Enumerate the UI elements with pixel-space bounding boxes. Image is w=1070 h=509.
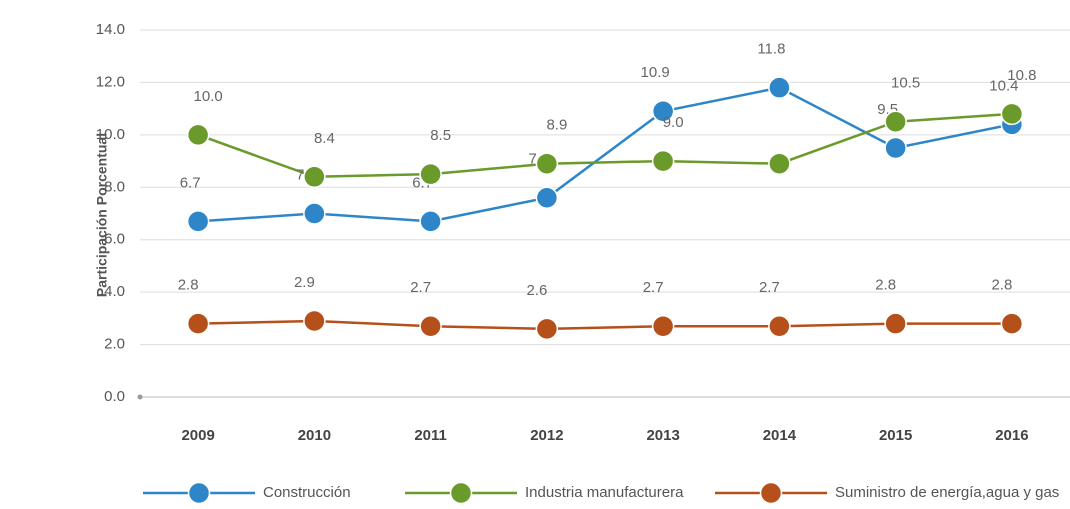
data-label: 2.7 <box>759 279 780 296</box>
data-point <box>535 186 559 210</box>
legend-marker <box>449 481 473 505</box>
x-tick-label: 2011 <box>414 427 447 444</box>
data-label: 2.8 <box>991 277 1012 294</box>
series-line <box>198 319 1012 331</box>
data-label: 2.8 <box>875 277 896 294</box>
data-point <box>884 136 907 160</box>
y-tick-label: 10.0 <box>96 126 125 143</box>
y-tick-label: 14.0 <box>96 21 125 38</box>
data-point <box>419 162 442 186</box>
data-point <box>303 309 326 333</box>
data-point <box>186 123 210 147</box>
data-point <box>419 210 442 233</box>
data-point <box>1000 312 1024 335</box>
x-tick-label: 2009 <box>181 427 214 444</box>
legend-label: Suministro de energía,agua y gas <box>835 484 1059 501</box>
data-label: 10.9 <box>641 64 670 81</box>
y-tick-label: 12.0 <box>96 73 125 90</box>
data-point <box>186 312 210 335</box>
data-label: 8.4 <box>314 130 335 147</box>
data-label: 10.5 <box>891 75 920 92</box>
data-label: 2.7 <box>410 279 431 296</box>
y-tick-label: 0.0 <box>104 388 125 405</box>
data-label: 8.9 <box>546 117 567 134</box>
legend-label: Industria manufacturera <box>525 484 684 501</box>
data-point <box>884 110 907 133</box>
x-tick-label: 2012 <box>530 427 563 444</box>
data-label: 9.0 <box>663 114 684 131</box>
x-tick-label: 2014 <box>763 427 797 444</box>
data-point <box>186 210 210 233</box>
data-point <box>303 165 326 189</box>
x-tick-label: 2015 <box>879 427 912 444</box>
data-point <box>1000 102 1024 126</box>
data-label: 2.9 <box>294 274 315 291</box>
data-label: 2.6 <box>526 282 547 299</box>
data-point <box>768 152 791 175</box>
y-axis-label: Participación Porcentual <box>94 133 110 297</box>
legend-marker <box>759 481 783 505</box>
y-tick-label: 4.0 <box>104 283 125 300</box>
x-tick-label: 2016 <box>995 427 1028 444</box>
y-tick-label: 2.0 <box>104 336 125 353</box>
data-label: 6.7 <box>180 174 201 191</box>
data-label: 10.8 <box>1007 67 1036 84</box>
data-point <box>768 314 791 338</box>
data-point <box>535 152 559 175</box>
data-point <box>651 100 675 123</box>
data-point <box>535 317 559 341</box>
series-line <box>198 86 1013 223</box>
data-label: 2.7 <box>643 279 664 296</box>
legend-marker <box>187 481 211 505</box>
data-label: 10.0 <box>194 88 223 105</box>
data-point <box>303 202 326 225</box>
data-label: 10.4 <box>989 77 1018 94</box>
axis-origin-dot <box>137 394 143 400</box>
x-tick-label: 2013 <box>646 427 679 444</box>
series-line <box>197 112 1012 179</box>
y-tick-label: 8.0 <box>104 178 125 195</box>
data-label: 8.5 <box>430 127 451 144</box>
data-point <box>768 76 791 99</box>
data-point <box>419 314 442 338</box>
y-tick-label: 6.0 <box>104 231 125 248</box>
data-label: 11.8 <box>757 41 785 58</box>
data-point <box>651 314 675 338</box>
data-point <box>651 149 675 173</box>
data-point <box>884 312 907 335</box>
legend-label: Construcción <box>263 484 351 501</box>
x-tick-label: 2010 <box>298 427 331 444</box>
data-label: 2.8 <box>178 277 199 294</box>
